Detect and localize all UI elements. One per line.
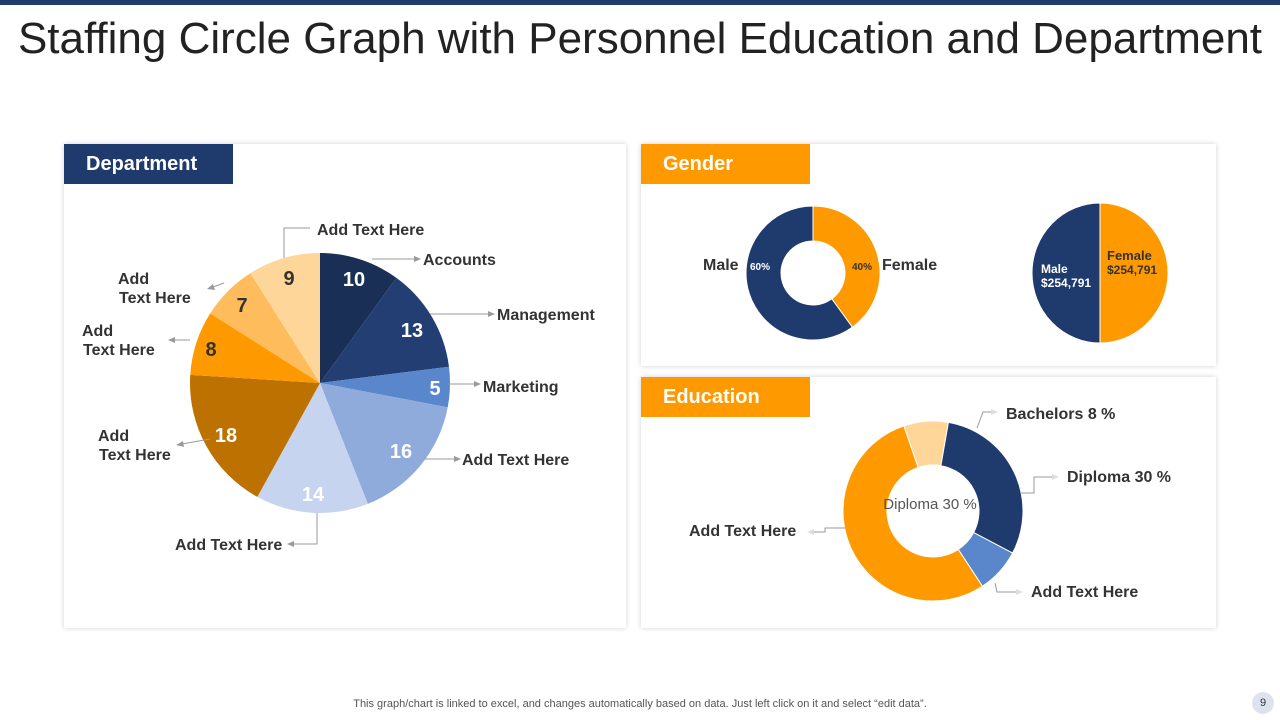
edu-label-bachelors: Bachelors 8 %	[1006, 406, 1115, 423]
department-callout-lines	[174, 227, 490, 545]
slice-value-9: 9	[283, 268, 294, 290]
slice-value-accounts: 10	[343, 269, 365, 291]
department-slice-1	[320, 277, 449, 383]
department-heading: Department	[64, 144, 233, 184]
department-slice-6	[190, 313, 320, 383]
gender-pie-slice-0	[1099, 202, 1169, 344]
pie-female-value: $254,791	[1107, 263, 1157, 277]
label-add-18-line1: Add	[98, 428, 129, 445]
gender-heading: Gender	[641, 144, 810, 184]
gender-female-label: Female	[882, 257, 937, 274]
education-heading: Education	[641, 377, 810, 417]
department-slice-7	[210, 273, 320, 383]
edu-label-add-bottom: Add Text Here	[1031, 584, 1138, 601]
department-category-labels: Accounts Management Marketing Add Text H…	[82, 222, 595, 554]
label-add-16: Add Text Here	[462, 452, 569, 469]
education-slice-3	[842, 425, 984, 602]
edu-label-add-left: Add Text Here	[689, 523, 796, 540]
footer-note: This graph/chart is linked to excel, and…	[353, 698, 927, 710]
education-labels: Bachelors 8 % Diploma 30 % Add Text Here…	[689, 406, 1171, 601]
label-marketing: Marketing	[483, 379, 559, 396]
slice-value-16: 16	[390, 441, 412, 463]
slice-value-marketing: 5	[429, 378, 440, 400]
label-add-9: Add Text Here	[317, 222, 424, 239]
top-accent-bar	[0, 0, 1280, 5]
pie-male-label: Male	[1041, 262, 1068, 276]
page-title: Staffing Circle Graph with Personnel Edu…	[17, 14, 1263, 63]
department-slice-4	[257, 383, 368, 514]
pie-female-label: Female	[1107, 248, 1152, 263]
label-add-8-line2: Text Here	[83, 342, 155, 359]
department-slice-5	[190, 374, 320, 497]
gender-pie-labels: Male $254,791 Female $254,791	[1041, 248, 1157, 290]
slice-value-8: 8	[205, 339, 216, 361]
edu-center-label: Diploma 30 %	[883, 496, 976, 513]
department-slice-2	[320, 366, 450, 408]
label-add-8-line1: Add	[82, 323, 113, 340]
gender-male-pct: 60%	[750, 262, 770, 273]
department-slice-0	[320, 253, 397, 383]
edu-label-diploma: Diploma 30 %	[1067, 469, 1171, 486]
gender-male-label: Male	[703, 257, 739, 274]
gender-donut-chart	[745, 205, 881, 341]
slice-value-14: 14	[302, 484, 325, 506]
gender-donut-slice-1	[745, 205, 854, 341]
slice-value-7: 7	[236, 295, 247, 317]
label-add-7-line1: Add	[118, 271, 149, 288]
gender-donut-slice-0	[812, 205, 881, 328]
label-accounts: Accounts	[423, 252, 496, 269]
education-callout-arrows	[807, 409, 1059, 595]
slice-value-18: 18	[215, 425, 237, 447]
gender-female-pct: 40%	[852, 262, 872, 273]
page-number: 9	[1252, 692, 1274, 714]
gender-pie-chart	[1031, 202, 1169, 344]
education-callout-lines	[812, 411, 1054, 593]
department-slice-8	[250, 253, 320, 383]
label-add-7-line2: Text Here	[119, 290, 191, 307]
education-donut-chart	[842, 420, 1024, 602]
department-pie-chart	[190, 253, 450, 514]
slice-value-management: 13	[401, 320, 423, 342]
label-add-18-line2: Text Here	[99, 447, 171, 464]
label-add-14: Add Text Here	[175, 537, 282, 554]
education-slice-1	[940, 421, 1024, 554]
department-slice-3	[320, 383, 448, 504]
gender-donut-labels: Male Female 60% 40%	[703, 257, 937, 274]
department-slice-values: 10 13 5 16 14 18 8 7 9	[205, 268, 440, 506]
pie-male-value: $254,791	[1041, 276, 1091, 290]
gender-pie-slice-1	[1031, 202, 1101, 344]
department-callout-arrows	[168, 256, 495, 547]
label-management: Management	[497, 307, 595, 324]
